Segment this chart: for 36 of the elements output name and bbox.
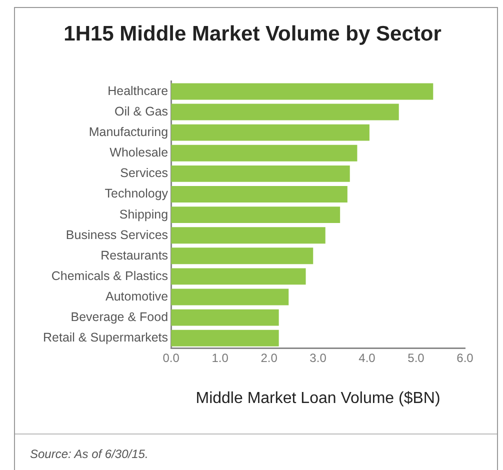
x-tick-label: 1.0 [212,350,229,365]
bar [171,206,340,224]
bar [171,268,306,285]
x-axis-title: Middle Market Loan Volume ($BN) [196,390,440,407]
bar [171,124,370,141]
y-tick-label: Chemicals & Plastics [51,268,168,283]
x-tick-label: 3.0 [310,350,327,365]
bar [171,248,314,264]
y-tick-label: Services [120,166,168,180]
y-tick-label: Technology [104,186,169,201]
bar [171,144,358,162]
chart-title: 1H15 Middle Market Volume by Sector [64,22,442,46]
source-note: Source: As of 6/30/15. [30,447,148,461]
x-tick-label: 5.0 [408,350,425,365]
bar [171,227,326,244]
y-tick-label: Retail & Supermarkets [42,330,168,345]
y-tick-label: Wholesale [110,146,168,160]
y-tick-label: Business Services [66,228,168,242]
bar [171,165,350,182]
bar [171,186,348,202]
bar [171,309,279,326]
bar [171,330,279,346]
y-tick-label: Oil & Gas [114,104,168,118]
x-tick-label: 2.0 [260,350,278,365]
bar [171,83,434,100]
x-tick-label: 6.0 [456,350,474,365]
x-tick-label: 4.0 [358,350,376,365]
bar [171,104,399,120]
y-tick-label: Beverage & Food [70,310,168,324]
y-tick-label: Manufacturing [88,125,168,140]
bar [171,288,289,306]
y-tick-label: Restaurants [100,248,168,262]
y-tick-label: Shipping [119,207,168,222]
y-tick-label: Automotive [106,289,168,304]
x-tick-label: 0.0 [162,350,180,365]
y-tick-label: Healthcare [108,84,168,98]
